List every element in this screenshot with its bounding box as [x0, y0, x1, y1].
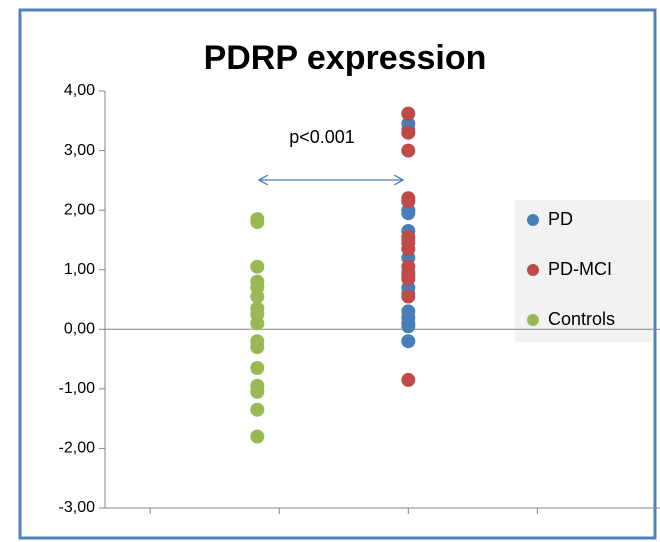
point — [401, 319, 416, 334]
legend-marker — [527, 264, 539, 276]
point — [401, 106, 416, 121]
legend-label: PD-MCI — [548, 259, 612, 279]
point — [401, 271, 416, 286]
legend-marker — [527, 314, 539, 326]
point — [401, 334, 416, 349]
y-tick-label: 2,00 — [64, 201, 95, 218]
point — [401, 194, 416, 209]
point — [401, 241, 416, 256]
y-tick-label: -1,00 — [59, 380, 96, 397]
point — [250, 384, 265, 399]
point — [250, 316, 265, 331]
point — [250, 429, 265, 444]
y-tick-label: 1,00 — [64, 261, 95, 278]
y-tick-label: 0,00 — [64, 321, 95, 338]
point — [401, 372, 416, 387]
point — [401, 143, 416, 158]
y-tick-label: 4,00 — [64, 82, 95, 99]
point — [250, 402, 265, 417]
point — [250, 289, 265, 304]
point — [250, 361, 265, 376]
legend-label: PD — [548, 209, 573, 229]
point — [250, 340, 265, 355]
point — [401, 125, 416, 140]
point — [250, 215, 265, 230]
legend-marker — [527, 214, 539, 226]
point — [401, 289, 416, 304]
y-tick-label: 3,00 — [64, 142, 95, 159]
annotation: p<0.001 — [289, 127, 355, 147]
y-tick-label: -2,00 — [59, 440, 96, 457]
legend-label: Controls — [548, 309, 615, 329]
point — [401, 206, 416, 221]
point — [250, 259, 265, 274]
chart-title: PDRP expression — [204, 39, 487, 77]
y-tick-label: -3,00 — [59, 499, 96, 516]
